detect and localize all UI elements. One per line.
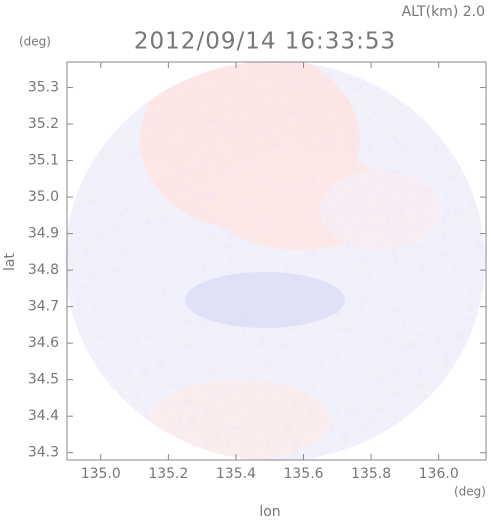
y-axis-label: lat xyxy=(2,253,18,271)
x-tick-label: 135.2 xyxy=(148,466,188,482)
y-tick-label: 34.9 xyxy=(28,226,59,242)
y-unit: (deg) xyxy=(19,35,51,49)
x-axis-label: lon xyxy=(259,504,280,520)
y-tick-label: 34.4 xyxy=(28,408,59,424)
x-tick-label: 135.0 xyxy=(81,466,121,482)
y-tick-label: 34.6 xyxy=(28,335,59,351)
y-tick-label: 34.7 xyxy=(28,299,59,315)
y-tick-label: 35.0 xyxy=(28,189,59,205)
y-tick-label: 35.1 xyxy=(28,153,59,169)
y-tick-label: 35.2 xyxy=(28,116,59,132)
radar-field xyxy=(65,61,485,461)
y-tick-label: 34.3 xyxy=(28,445,59,461)
y-tick-label: 34.5 xyxy=(28,372,59,388)
plot-frame xyxy=(66,61,487,461)
x-tick-label: 135.4 xyxy=(216,466,256,482)
y-tick-label: 34.8 xyxy=(28,262,59,278)
chart-title: 2012/09/14 16:33:53 xyxy=(134,29,396,55)
x-tick-label: 135.6 xyxy=(283,466,323,482)
altitude-label: ALT(km) 2.0 xyxy=(402,4,485,20)
x-unit: (deg) xyxy=(454,485,486,499)
x-tick-label: 135.8 xyxy=(351,466,391,482)
y-tick-label: 35.3 xyxy=(28,80,59,96)
x-tick-label: 136.0 xyxy=(419,466,459,482)
